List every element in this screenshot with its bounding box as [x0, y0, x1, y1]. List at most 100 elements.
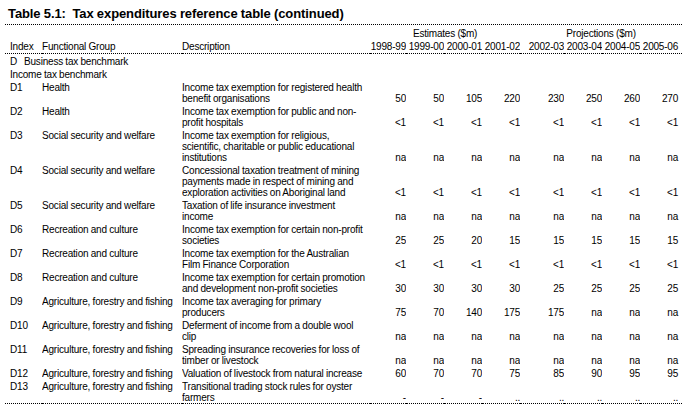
- table-row: D10 Agriculture, forestry and fishing De…: [5, 318, 682, 342]
- year-header: 1998-99: [370, 40, 406, 54]
- row-value: ..: [640, 379, 682, 404]
- table-row: D12 Agriculture, forestry and fishing Va…: [5, 366, 682, 379]
- row-value: <1: [444, 104, 482, 128]
- row-value: na: [564, 342, 602, 366]
- row-value: 105: [444, 80, 482, 104]
- row-value: na: [444, 342, 482, 366]
- year-header: 2001-02: [482, 40, 520, 54]
- row-value: 175: [520, 294, 564, 318]
- row-value: na: [370, 198, 406, 222]
- row-value: 270: [640, 80, 682, 104]
- row-value: <1: [564, 163, 602, 198]
- document-page: Table 5.1: Tax expenditures reference ta…: [0, 0, 688, 418]
- row-value: <1: [444, 246, 482, 270]
- row-value: <1: [406, 246, 444, 270]
- row-value: na: [640, 342, 682, 366]
- row-value: na: [370, 342, 406, 366]
- row-value: <1: [482, 104, 520, 128]
- row-value: na: [370, 128, 406, 163]
- row-group: Agriculture, forestry and fishing: [42, 294, 182, 318]
- row-index: D2: [5, 104, 42, 128]
- row-description: Income tax exemption for certain non-pro…: [182, 222, 370, 246]
- row-value: <1: [406, 104, 444, 128]
- row-description: Deferment of income from a double wool c…: [182, 318, 370, 342]
- row-group: Recreation and culture: [42, 246, 182, 270]
- row-value: na: [520, 318, 564, 342]
- row-value: na: [406, 342, 444, 366]
- row-value: 175: [482, 294, 520, 318]
- row-description: Taxation of life insurance investment in…: [182, 198, 370, 222]
- section-label: Business tax benchmark: [24, 56, 128, 67]
- row-value: 30: [482, 270, 520, 294]
- row-value: 25: [640, 270, 682, 294]
- row-description: Spreading insurance recoveries for loss …: [182, 342, 370, 366]
- row-value: na: [482, 318, 520, 342]
- section-cell: Income tax benchmark: [5, 67, 682, 80]
- row-value: 95: [640, 366, 682, 379]
- section-cell: DBusiness tax benchmark: [5, 54, 682, 68]
- table-row: D8 Recreation and culture Income tax exe…: [5, 270, 682, 294]
- row-value: na: [520, 128, 564, 163]
- row-value: na: [482, 128, 520, 163]
- row-group: Social security and welfare: [42, 198, 182, 222]
- spanning-header-row: Estimates ($m) Projections ($m): [5, 25, 682, 40]
- row-value: <1: [406, 163, 444, 198]
- row-value: <1: [520, 163, 564, 198]
- row-index: D5: [5, 198, 42, 222]
- row-group: Social security and welfare: [42, 128, 182, 163]
- row-index: D7: [5, 246, 42, 270]
- row-group: Agriculture, forestry and fishing: [42, 379, 182, 404]
- row-description: Income tax exemption for religious, scie…: [182, 128, 370, 163]
- estimates-header: Estimates ($m): [370, 25, 520, 40]
- row-value: ..: [520, 379, 564, 404]
- row-value: -: [444, 379, 482, 404]
- row-value: 70: [406, 294, 444, 318]
- row-value: <1: [370, 104, 406, 128]
- row-value: <1: [482, 246, 520, 270]
- table-row: D3 Social security and welfare Income ta…: [5, 128, 682, 163]
- row-value: 30: [406, 270, 444, 294]
- row-value: 260: [602, 80, 640, 104]
- row-value: ..: [602, 379, 640, 404]
- row-index: D13: [5, 379, 42, 404]
- table-header: Estimates ($m) Projections ($m) Index Fu…: [5, 25, 682, 54]
- row-value: na: [520, 198, 564, 222]
- table-row: D7 Recreation and culture Income tax exe…: [5, 246, 682, 270]
- year-header: 2003-04: [564, 40, 602, 54]
- row-description: Valuation of livestock from natural incr…: [182, 366, 370, 379]
- row-value: 15: [482, 222, 520, 246]
- row-value: <1: [640, 246, 682, 270]
- column-header-description: Description: [182, 40, 370, 54]
- row-value: 230: [520, 80, 564, 104]
- row-group: Social security and welfare: [42, 163, 182, 198]
- row-index: D6: [5, 222, 42, 246]
- row-group: Recreation and culture: [42, 270, 182, 294]
- row-value: na: [444, 318, 482, 342]
- table-row: D6 Recreation and culture Income tax exe…: [5, 222, 682, 246]
- year-header: 2000-01: [444, 40, 482, 54]
- row-value: 70: [406, 366, 444, 379]
- row-value: <1: [482, 163, 520, 198]
- table-body: DBusiness tax benchmark Income tax bench…: [5, 54, 682, 404]
- row-value: <1: [602, 104, 640, 128]
- row-value: <1: [640, 104, 682, 128]
- row-value: na: [444, 128, 482, 163]
- row-value: na: [640, 128, 682, 163]
- row-value: na: [444, 198, 482, 222]
- row-value: 30: [444, 270, 482, 294]
- row-value: 25: [370, 222, 406, 246]
- row-description: Income tax exemption for certain promoti…: [182, 270, 370, 294]
- row-value: na: [482, 342, 520, 366]
- spanning-header-spacer: [5, 25, 370, 40]
- row-index: D12: [5, 366, 42, 379]
- row-index: D8: [5, 270, 42, 294]
- row-value: <1: [564, 246, 602, 270]
- row-value: -: [406, 379, 444, 404]
- row-value: 15: [640, 222, 682, 246]
- tax-expenditures-table: Estimates ($m) Projections ($m) Index Fu…: [5, 25, 682, 404]
- row-value: 50: [406, 80, 444, 104]
- row-value: <1: [640, 163, 682, 198]
- year-header: 2002-03: [520, 40, 564, 54]
- row-value: <1: [370, 246, 406, 270]
- row-value: na: [564, 294, 602, 318]
